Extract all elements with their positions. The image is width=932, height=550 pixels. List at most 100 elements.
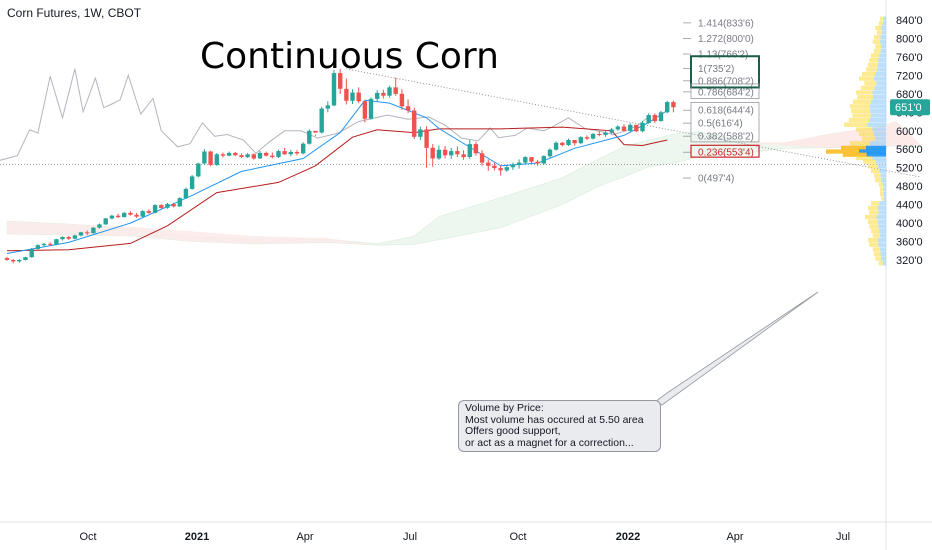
volume-profile-bar-up [871,53,880,58]
volume-profile-bar-up [865,214,877,220]
candle-body [177,198,182,207]
candle-body [473,144,479,154]
fib-level-label: 1.272(800'0) [698,34,754,45]
fib-level-label: 0.236(553'4) [698,148,754,159]
volume-profile-bar-up [868,62,878,67]
volume-profile-bar-down [883,191,886,197]
volume-profile-bar-up [868,238,878,243]
candle-body [535,161,540,164]
candle-body [66,236,71,239]
candle-body [449,151,454,156]
candle-body [628,124,633,131]
volume-profile-bar-up [875,44,882,49]
volume-profile-bar-down [876,81,886,86]
volume-profile-bar-down [873,95,886,100]
candle-body [584,137,590,139]
candle-body [152,205,158,213]
lagging-span-line [0,68,652,161]
last-price-tag [890,99,930,116]
volume-profile-bar-up [868,205,878,210]
fib-zone-box [690,55,760,89]
candle-body [566,140,571,146]
candle-body [603,132,608,135]
candle-body [122,212,127,218]
candle-body [387,87,392,96]
candle-body [492,165,497,169]
candle-body [640,122,645,132]
volume-profile-bar-down [877,219,886,224]
candle-body [78,232,84,236]
volume-profile-bar-up [852,113,871,118]
fib-zone-box [690,101,760,143]
annotation-line: or act as a magnet for a correction... [465,436,634,449]
x-axis-tick-label: Oct [509,531,526,543]
annotation-callout[interactable]: Volume by Price: Most volume has occured… [458,400,661,452]
y-axis-tick-label: 320'0 [896,255,923,267]
x-axis-tick-label: 2021 [185,531,209,543]
candle-body [171,204,176,207]
volume-profile-bar-down [879,201,887,206]
volume-profile-bar-up [848,118,870,123]
candle-body [356,92,361,102]
volume-profile-bar-up [869,210,879,215]
candle-body [671,102,676,108]
y-axis-tick-label: 400'0 [896,218,923,230]
annotation-line: Offers good support, [465,425,561,437]
volume-profile-bar-down [878,210,886,215]
volume-profile-bar-up [874,251,881,257]
volume-profile-bar-down [876,214,886,220]
symbol-label[interactable]: Corn Futures, 1W, CBOT [7,6,142,20]
volume-profile-bar-down [880,35,886,40]
candle-body [140,211,145,217]
candle-body [134,214,139,217]
volume-profile-bar-down [873,76,887,81]
candle-body [646,115,651,123]
volume-profile-bar-up [874,173,881,178]
fib-level-label: 1.414(833'6) [698,18,754,29]
candle-body [621,126,627,131]
ichimoku-cloud-bearish [747,121,921,148]
x-axis-tick-label: Jul [836,531,850,543]
candle-body [597,134,602,135]
candle-body [658,112,664,122]
volume-profile-bar-down [872,90,886,95]
candle-body [590,134,596,139]
volume-profile-bar-up [875,256,882,261]
candle-body [4,258,10,260]
candle-body [288,152,293,155]
y-axis-tick-label: 840'0 [896,15,923,27]
candle-body [319,108,324,133]
candle-body [368,98,374,119]
y-axis-tick-label: 760'0 [896,52,923,64]
candle-body [220,154,226,156]
volume-profile-bar-down [883,196,886,201]
fib-level-label: 0(497'4) [698,174,734,185]
volume-profile-bar-up [859,76,874,81]
fib-level-label: 1(735'2) [698,64,734,75]
candle-body [239,155,244,157]
candle-body [48,243,53,245]
candle-body [294,152,300,154]
volume-profile-bar-down [872,155,886,161]
annotation-line: Volume by Price: [465,402,544,414]
candle-body [479,153,485,163]
volume-profile-bar-up [853,99,872,104]
candle-body [578,137,583,144]
volume-profile-bar-up [869,224,879,229]
candle-body [338,73,343,89]
volume-profile-bar-down [870,113,886,118]
volume-profile-bar-down [881,25,886,30]
candle-body [202,151,207,164]
volume-profile-bar-down [873,131,887,137]
candle-body [97,224,102,228]
volume-profile-bar-up [841,145,866,150]
candle-body [498,168,503,171]
volume-profile-bar-down [872,127,886,132]
candle-body [461,154,466,158]
candle-body [325,105,330,109]
fib-level-label: 0.382(588'2) [698,132,754,143]
candle-body [159,205,164,208]
candle-body [412,110,417,137]
candle-body [85,232,90,234]
